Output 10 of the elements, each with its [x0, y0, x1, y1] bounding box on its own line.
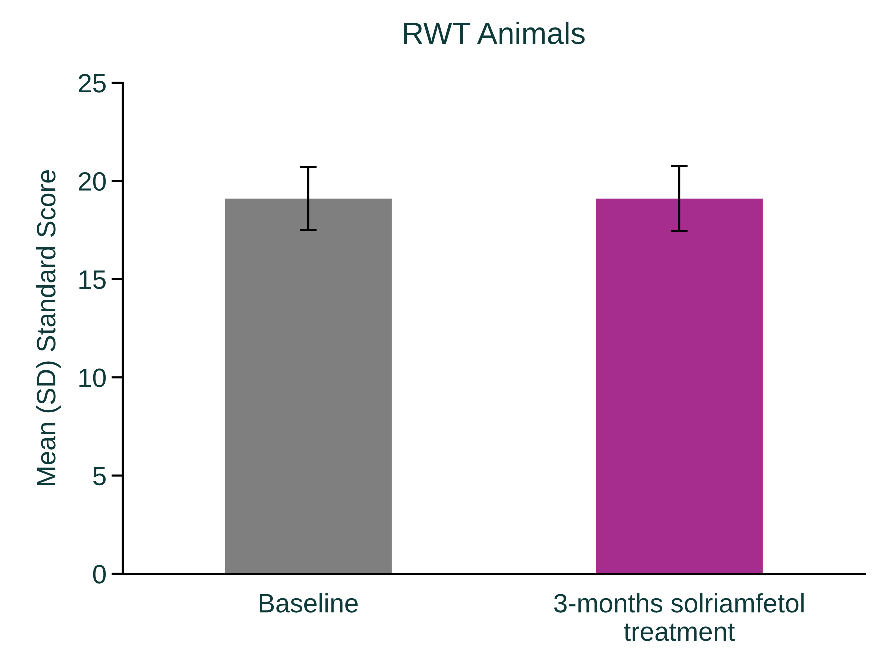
chart-title: RWT Animals: [404, 22, 585, 44]
y-tick-label: 5: [93, 467, 106, 486]
y-tick-label: 0: [93, 565, 106, 584]
y-tick-label: 15: [80, 270, 106, 290]
y-tick-label: 20: [79, 172, 106, 192]
y-tick-label: 10: [80, 368, 106, 388]
x-tick-label: 3-months solriamfetol treatment: [554, 593, 804, 642]
y-tick-label: 25: [79, 74, 106, 93]
x-tick-label: Baseline: [260, 593, 358, 613]
y-axis-title: Mean (SD) Standard Score: [36, 170, 61, 486]
